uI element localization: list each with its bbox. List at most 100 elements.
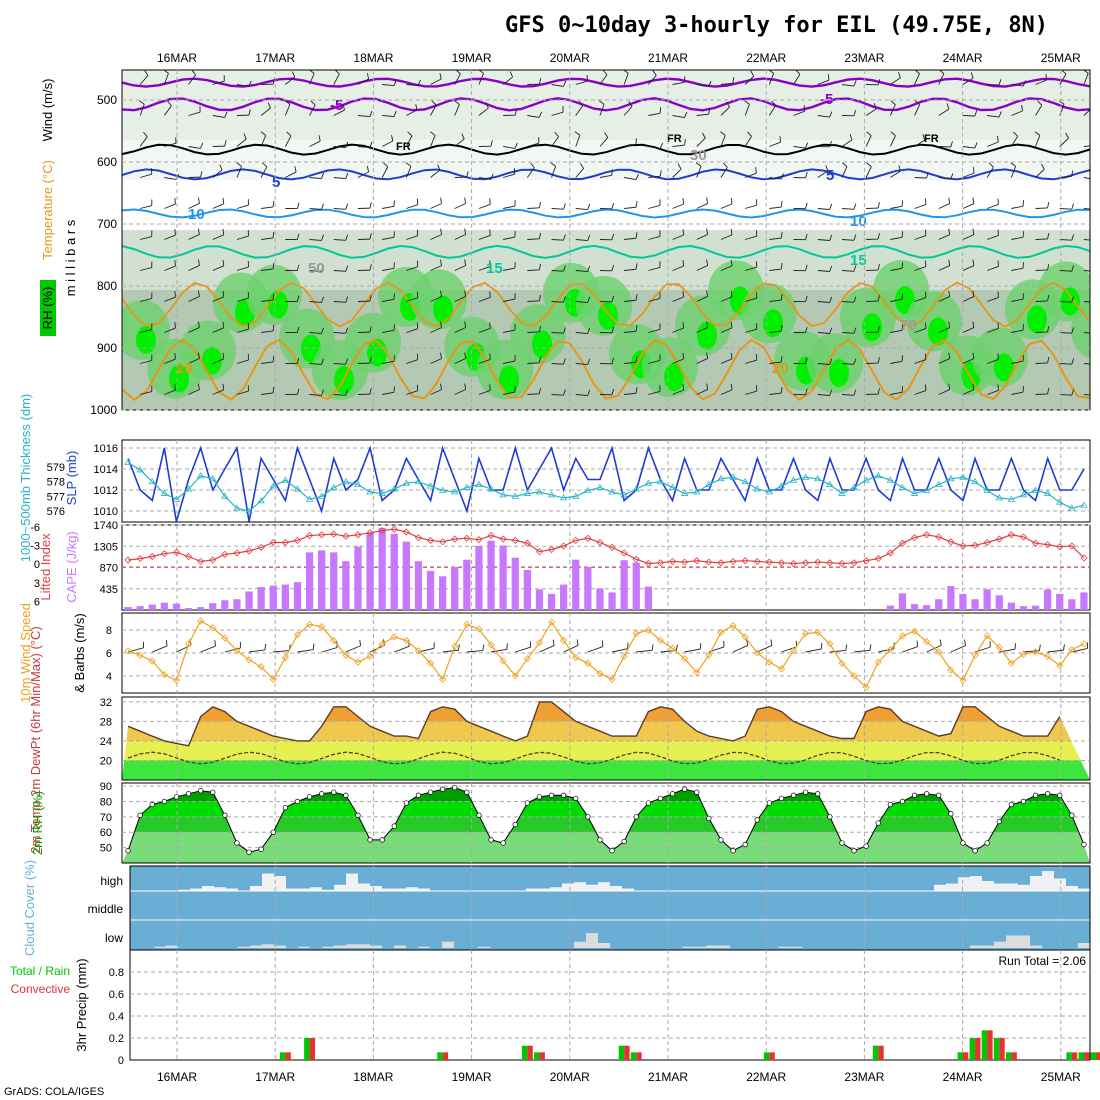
wind-barb [587,296,591,303]
precip-convective-bar [987,1030,993,1060]
wind-barb [648,235,661,240]
wind-barb [357,146,370,148]
temp-band [122,697,1090,702]
wind-barb [164,296,176,302]
wind-speed-point [874,658,882,666]
date-tick-label: 25MAR [1041,1070,1081,1084]
cloud-high-bar [526,888,538,891]
cloud-low-bar [574,941,586,948]
lifted-index-point [499,535,507,543]
wind-barb [1071,170,1074,177]
rh-point [1069,812,1075,818]
wind-barb-10m [552,639,555,646]
cloud-level-label: high [100,874,123,888]
wind-barb [551,301,564,303]
wind-barb [720,106,730,116]
wind-speed-point [572,654,580,662]
wind-barb [1047,325,1050,333]
wind-barb [720,131,726,136]
rh-90-area [994,353,1014,382]
wind-speed-point [826,640,834,648]
rh-point [403,800,410,806]
wind-barb [1096,204,1098,210]
wind-barb [527,393,540,395]
wind-barb [648,390,661,395]
thickness-point [221,492,229,499]
rh-90-area [499,365,519,394]
wind-speed-point [560,636,568,644]
wind-barb [382,298,395,302]
wind-speed-point [475,625,483,633]
cloud-low-bar [358,944,370,948]
wind-barb [780,325,783,332]
wind-barb [551,166,557,178]
wind-barb [672,296,684,302]
wind-barb [1071,265,1075,272]
wind-barb [272,262,275,269]
cape-bar [523,569,531,610]
wind-barb [478,203,491,209]
wind-barb [938,234,950,240]
wind-barb [611,388,615,395]
rh-90-area [1027,305,1047,334]
cape-bar [172,603,181,610]
precip-tick-label: 0 [118,1055,124,1067]
wind-barb [405,166,412,178]
wind-barb [745,204,757,209]
wind-barb [382,391,395,395]
thickness-point [535,488,544,495]
wind-barb [415,104,418,111]
rh-point [851,848,857,854]
precip-convective-bar [999,1038,1005,1060]
wind-barb [635,232,638,239]
wind-barb [406,235,418,240]
precip-panel: 0 0.2 0.4 0.6 0.8 Run Total = 2.06 Total / Rai… [10,949,1100,1067]
wind-barb-10m [490,648,507,653]
wind-barb-10m [563,644,579,653]
wind-barb [706,321,709,328]
wind-speed-point [765,658,773,666]
cape-bar [233,599,241,610]
precip-tick-label: 0.2 [109,1033,124,1045]
wind-barb [877,357,880,364]
wind-barb [454,104,460,116]
wind-barb-10m [458,644,460,651]
wind-barb [440,321,442,328]
wind-barb [285,171,297,178]
wind-barb [454,100,460,105]
cloud-high-bar [226,888,238,891]
wind-barb [538,294,542,301]
wind-barb [780,263,783,270]
wind-speed-point [971,651,979,659]
thickness-point [160,489,169,496]
wind-barb [309,363,322,365]
wind-barb-10m [732,645,748,653]
wind-barb [817,170,829,178]
wind-barb [755,167,757,174]
wind-barb [366,166,370,173]
wind-speed-point [777,665,786,673]
lifted-index-point [765,558,773,566]
wind-barb [345,265,349,272]
wind-barb [611,233,615,240]
wind-barb-10m [939,639,942,646]
wind-barb [538,356,542,363]
wind-barb [369,233,372,240]
wind-barb-10m [651,644,654,651]
wind-barb [745,297,757,302]
cloud-high-bar [406,887,418,891]
wind-barb [914,104,921,116]
rh-point [669,791,676,797]
wind-speed-point [330,636,338,644]
wind-barb [478,107,489,116]
wind-barb [464,290,467,297]
wind-barb [222,259,225,266]
rh-point [899,798,906,805]
isotherm-line [122,244,1090,259]
wind-speed-point [959,676,967,684]
thickness-point [753,485,761,492]
lifted-index-point [523,539,531,547]
precip-total-bar [1066,1052,1072,1060]
wind-barb [948,228,951,235]
wind-barb [938,389,950,395]
